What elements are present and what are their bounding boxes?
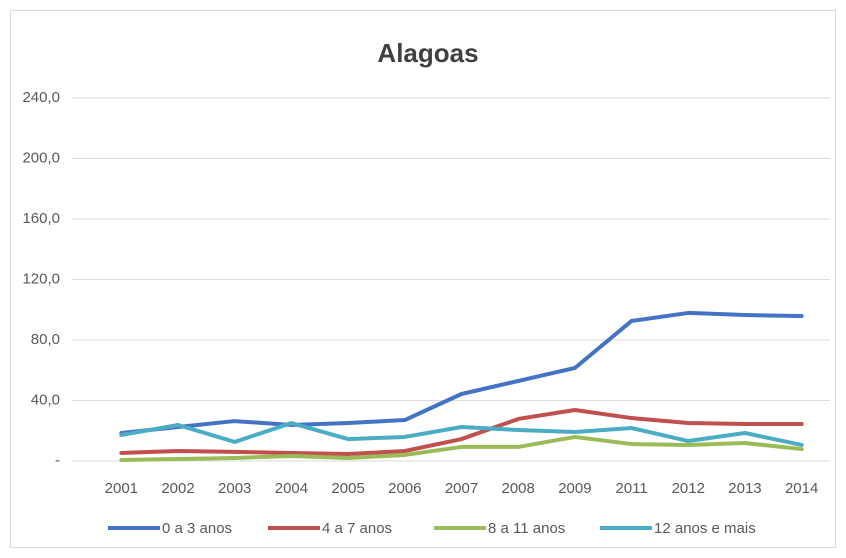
x-tick-label: 2005 [331, 480, 364, 497]
x-tick-label: 2009 [558, 480, 591, 497]
x-tick-label: 2012 [672, 480, 705, 497]
x-tick-label: 2013 [728, 480, 761, 497]
x-tick-label: 2001 [105, 480, 138, 497]
x-tick-label: 2004 [275, 480, 308, 497]
legend-label: 0 a 3 anos [162, 520, 232, 537]
y-tick-label: 200,0 [22, 149, 60, 166]
line-series [119, 434, 804, 462]
legend-label: 8 a 11 anos [488, 520, 565, 537]
y-tick-label: 40,0 [31, 391, 60, 408]
legend-label: 12 anos e mais [654, 520, 756, 537]
y-tick-label: 80,0 [31, 331, 60, 348]
x-tick-label: 2014 [785, 480, 818, 497]
y-tick-label: 120,0 [22, 270, 60, 287]
line-series [119, 408, 804, 457]
x-tick-label: 2011 [615, 480, 647, 497]
y-tick-label: 160,0 [22, 210, 60, 227]
y-tick-label: 240,0 [22, 89, 60, 106]
line-series [119, 421, 804, 447]
line-series [119, 310, 804, 436]
x-tick-label: 2008 [502, 480, 535, 497]
y-tick-label: - [55, 452, 60, 469]
chart-title: Alagoas [377, 38, 478, 68]
x-tick-label: 2003 [218, 480, 251, 497]
x-tick-label: 2007 [445, 480, 478, 497]
legend-label: 4 a 7 anos [322, 520, 392, 537]
x-tick-label: 2006 [388, 480, 421, 497]
x-tick-label: 2002 [161, 480, 194, 497]
